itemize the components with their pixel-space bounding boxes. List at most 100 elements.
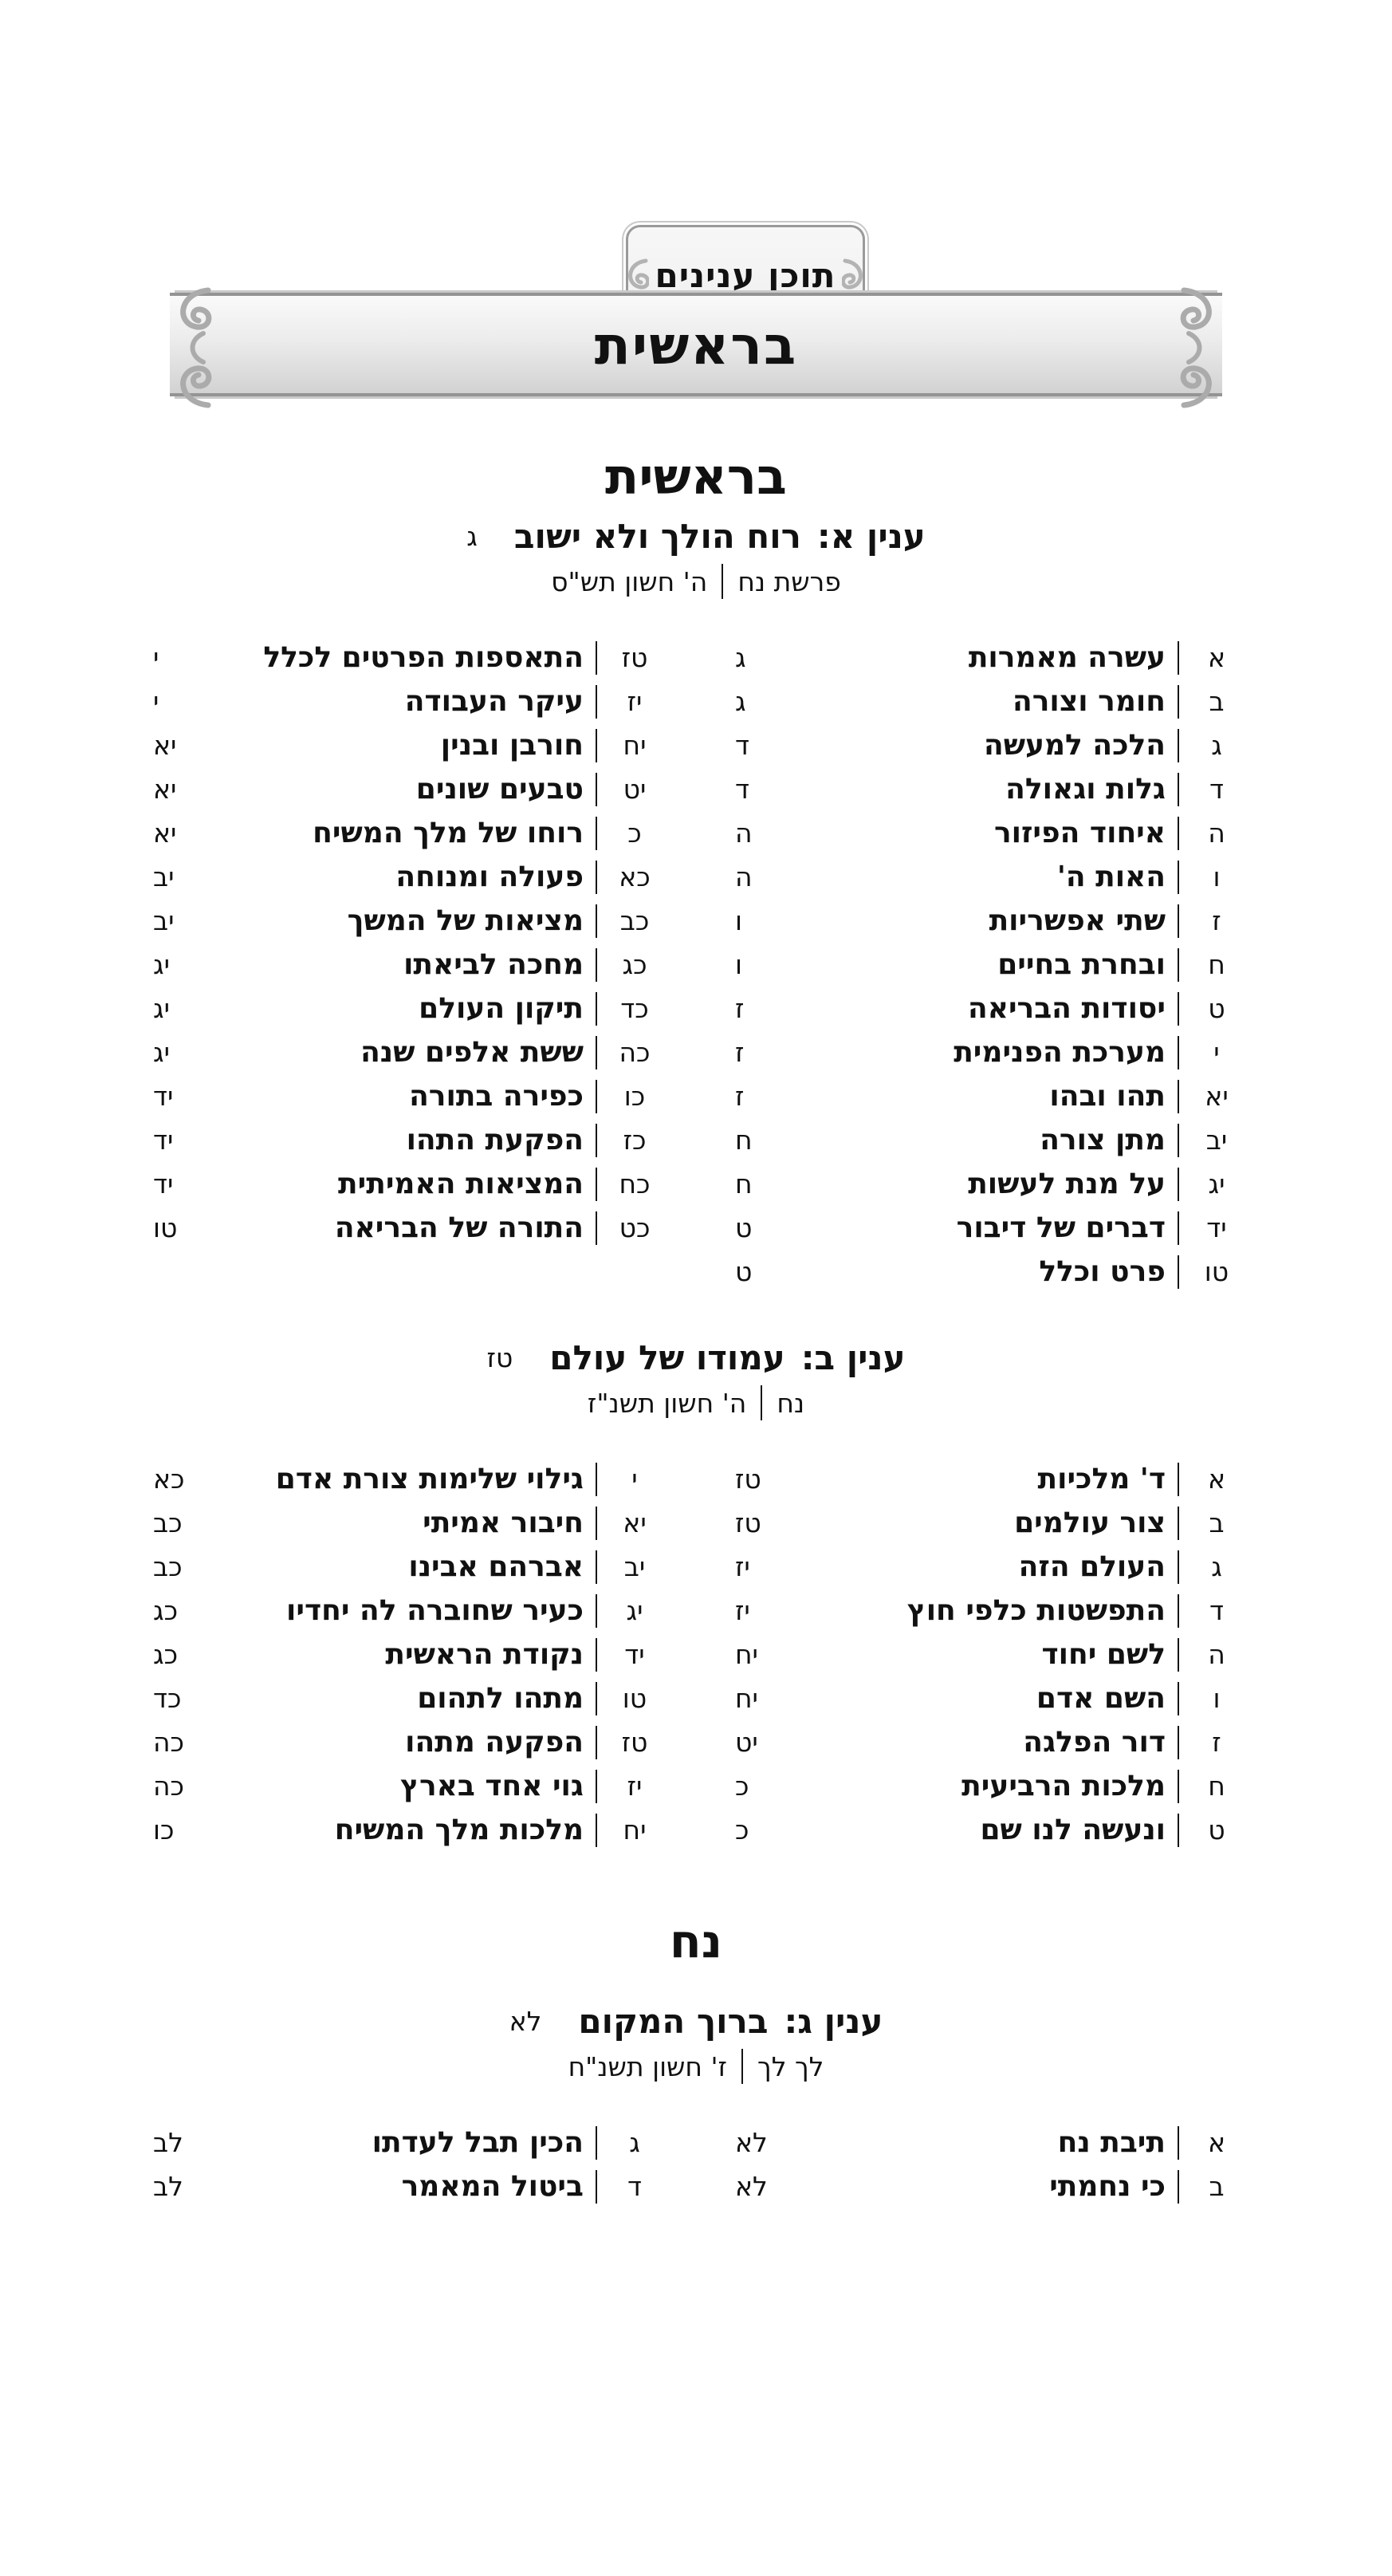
toc-column-right: א ד' מלכיות טז ב צור עולמים טז ג	[732, 1457, 1242, 1852]
row-page-number: ג	[735, 642, 746, 673]
row-title: התפשטות כלפי חוץ	[906, 1594, 1166, 1627]
row-page-number: יד	[153, 1125, 174, 1156]
row-page-number: יא	[153, 817, 177, 849]
row-index-letter: טז	[621, 642, 648, 673]
toc-table: א ד' מלכיות טז ב צור עולמים טז ג	[150, 1457, 1242, 1852]
row-page-number: כה	[153, 1771, 185, 1802]
row-title: ובחרת בחיים	[997, 948, 1166, 981]
row-page-number: יד	[153, 1081, 174, 1112]
table-row: יא תהו ובהו ז	[732, 1074, 1242, 1118]
section-heading-prefix: ענין א:	[816, 517, 926, 556]
row-index-letter: כט	[619, 1212, 651, 1243]
section-title: עמודו של עולם	[549, 1338, 785, 1377]
table-row: ג הכין תבל לעדתו לב	[150, 2121, 660, 2164]
row-page-number: לא	[735, 2171, 768, 2202]
row-index-letter: יח	[623, 1814, 647, 1845]
row-divider	[595, 991, 598, 1026]
table-row: י מערכת הפנימית ז	[732, 1030, 1242, 1074]
row-divider	[595, 772, 598, 806]
toc-column-right: א עשרה מאמרות ג ב חומר וצורה ג ג	[732, 636, 1242, 1294]
row-divider	[595, 1550, 598, 1584]
row-divider	[1177, 640, 1180, 675]
row-divider	[1177, 904, 1180, 938]
row-divider	[595, 1079, 598, 1113]
row-title: דברים של דיבור	[956, 1211, 1166, 1244]
section-inyan-3: ענין ג: ברוך המקום לא לך לך ז' חשון תשנ"…	[150, 2002, 1242, 2208]
table-row: יג כעיר שחוברה לה יחדיו כג	[150, 1589, 660, 1633]
row-title: מערכת הפנימית	[954, 1036, 1166, 1069]
table-row: יד דברים של דיבור ט	[732, 1206, 1242, 1250]
row-divider	[1177, 1506, 1180, 1540]
table-row: ח מלכות הרביעית כ	[732, 1764, 1242, 1808]
subtitle-divider	[761, 1385, 763, 1420]
row-divider	[1177, 1593, 1180, 1628]
row-divider	[595, 1211, 598, 1245]
row-index-letter: יד	[1206, 1212, 1227, 1243]
row-index-letter: ט	[1208, 1814, 1225, 1845]
table-row: ז דור הפלגה יט	[732, 1720, 1242, 1764]
toc-table: א עשרה מאמרות ג ב חומר וצורה ג ג	[150, 636, 1242, 1294]
table-row: יד נקודת הראשית כג	[150, 1633, 660, 1676]
row-divider	[595, 1167, 598, 1201]
table-row: יח מלכות מלך המשיח כו	[150, 1808, 660, 1852]
row-divider	[1177, 1123, 1180, 1157]
row-title: עיקר העבודה	[404, 685, 584, 718]
row-divider	[595, 640, 598, 675]
row-index-letter: טו	[1204, 1256, 1229, 1287]
row-index-letter: יז	[627, 1771, 643, 1802]
table-row: כה ששת אלפים שנה יג	[150, 1030, 660, 1074]
row-page-number: י	[153, 642, 159, 673]
row-page-number: טז	[735, 1507, 761, 1538]
row-divider	[595, 2169, 598, 2204]
section-heading-prefix: ענין ב:	[800, 1338, 906, 1377]
section-title: ברוך המקום	[578, 2002, 769, 2041]
row-title: צור עולמים	[1014, 1507, 1166, 1539]
table-row: טו מתהו לתהום כד	[150, 1676, 660, 1720]
row-index-letter: יט	[623, 774, 647, 805]
row-page-number: ג	[735, 686, 746, 717]
table-row: יח חורבן ובנין יא	[150, 723, 660, 767]
row-index-letter: א	[1207, 1463, 1226, 1495]
row-divider	[1177, 772, 1180, 806]
row-title: העולם הזה	[1018, 1550, 1166, 1583]
row-title: אברהם אבינו	[408, 1550, 584, 1583]
row-title: ביטול המאמר	[401, 2170, 584, 2203]
table-row: כג מחכה לביאתו יג	[150, 943, 660, 987]
section-subtitle: נח ה' חשון תשנ"ז	[150, 1385, 1242, 1420]
row-index-letter: יג	[1208, 1168, 1225, 1199]
row-divider	[1177, 2125, 1180, 2160]
table-row: ו השם אדם יח	[732, 1676, 1242, 1720]
row-title: גלות וגאולה	[1005, 773, 1166, 805]
row-divider	[1177, 947, 1180, 982]
row-title: עשרה מאמרות	[968, 641, 1166, 674]
table-row: ו האות ה' ה	[732, 855, 1242, 899]
row-title: גילוי שלימות צורת אדם	[275, 1463, 584, 1495]
row-divider	[1177, 1681, 1180, 1715]
row-page-number: ח	[735, 1168, 753, 1199]
row-divider	[1177, 684, 1180, 719]
row-index-letter: י	[1213, 1037, 1220, 1068]
row-divider	[1177, 860, 1180, 894]
row-divider	[595, 1725, 598, 1759]
row-title: כעיר שחוברה לה יחדיו	[286, 1594, 584, 1627]
row-divider	[595, 1681, 598, 1715]
row-divider	[1177, 1550, 1180, 1584]
row-index-letter: כג	[622, 949, 647, 980]
table-row: ד התפשטות כלפי חוץ יז	[732, 1589, 1242, 1633]
row-title: הכין תבל לעדתו	[372, 2126, 584, 2159]
row-divider	[1177, 1769, 1180, 1803]
row-index-letter: א	[1207, 2127, 1226, 2158]
section-source: פרשת נח	[737, 565, 841, 597]
book-title-noach: נח	[669, 1914, 723, 1968]
table-row: ב כי נחמתי לא	[732, 2164, 1242, 2208]
row-page-number: יב	[153, 905, 175, 936]
row-page-number: יא	[153, 730, 177, 761]
row-title: איחוד הפיזור	[993, 817, 1166, 849]
row-index-letter: יג	[626, 1595, 643, 1626]
row-index-letter: ו	[1213, 1683, 1221, 1714]
row-title: פעולה ומנוחה	[395, 861, 584, 893]
table-row: יב מתן צורה ח	[732, 1118, 1242, 1162]
row-page-number: טו	[153, 1212, 178, 1243]
table-row: א עשרה מאמרות ג	[732, 636, 1242, 679]
row-index-letter: ו	[1213, 861, 1221, 892]
